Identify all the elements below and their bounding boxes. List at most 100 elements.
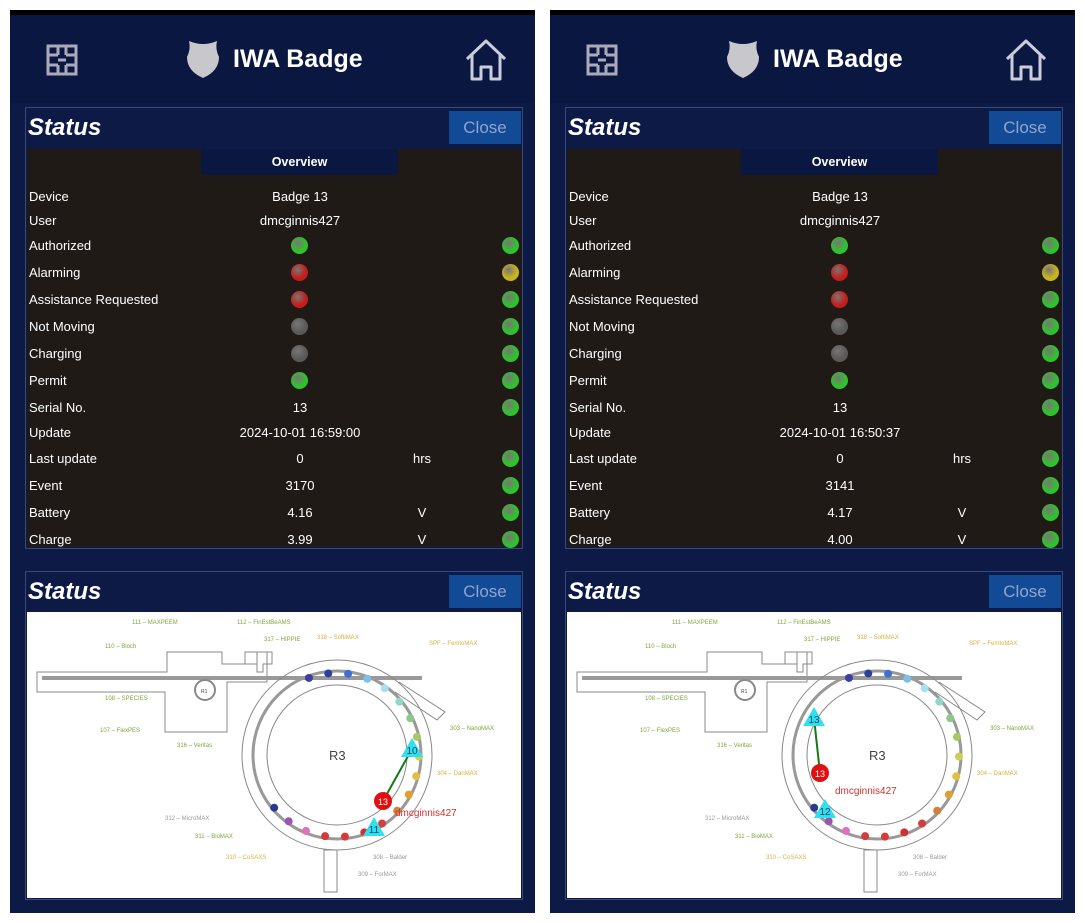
beamline-node[interactable] bbox=[954, 752, 963, 761]
beamline-node[interactable] bbox=[378, 819, 387, 828]
title-text: IWA Badge bbox=[773, 44, 903, 73]
beamline-node[interactable] bbox=[412, 732, 421, 741]
map-view[interactable]: 111 – MAXPEEM 112 – FinEstBeAMS 110 – Bloc… bbox=[27, 612, 521, 898]
facility-map[interactable]: 111 – MAXPEEM 112 – FinEstBeAMS 110 – Bloc… bbox=[567, 612, 1061, 898]
close-button[interactable]: Close bbox=[989, 111, 1061, 144]
close-button[interactable]: Close bbox=[449, 111, 521, 144]
status-indicator-green bbox=[1042, 318, 1059, 335]
badge-label: 13 bbox=[815, 769, 825, 779]
row-label: Charging bbox=[569, 346, 622, 361]
ring-label-r1: R1 bbox=[741, 689, 748, 695]
beamline-node[interactable] bbox=[284, 817, 293, 826]
anchor-label: 10 bbox=[406, 746, 418, 757]
beamline-node[interactable] bbox=[864, 669, 873, 678]
status-indicator-red bbox=[291, 264, 308, 281]
beamline-label: 312 – MicroMAX bbox=[705, 816, 749, 822]
anchor-marker[interactable]: 13 bbox=[803, 707, 825, 726]
status-indicator-green bbox=[831, 237, 848, 254]
beamline-node[interactable] bbox=[380, 684, 389, 693]
beamline-node[interactable] bbox=[340, 832, 349, 841]
map-card: Status Close 111 – MAXPEEM 112 – FinEstBe… bbox=[565, 571, 1063, 900]
beamline-node[interactable] bbox=[944, 790, 953, 799]
beamline-node[interactable] bbox=[903, 674, 912, 683]
beamline-node[interactable] bbox=[406, 714, 415, 723]
beamline-node[interactable] bbox=[935, 697, 944, 706]
status-indicator-green bbox=[1042, 237, 1059, 254]
row-value: 3170 bbox=[285, 478, 315, 493]
beamline-label: 311 – BioMAX bbox=[735, 834, 773, 840]
close-button[interactable]: Close bbox=[449, 575, 521, 608]
card-title: Status bbox=[568, 114, 642, 141]
status-indicator-gray bbox=[291, 345, 308, 362]
row-label: User bbox=[569, 213, 597, 228]
status-indicator-green bbox=[291, 237, 308, 254]
home-icon[interactable] bbox=[1003, 37, 1049, 83]
anchor-marker[interactable]: 12 bbox=[814, 799, 836, 818]
row-label: Alarming bbox=[29, 265, 81, 280]
card-title: Status bbox=[28, 578, 102, 605]
row-label: Update bbox=[29, 425, 71, 440]
beamline-node[interactable] bbox=[861, 832, 870, 841]
close-button[interactable]: Close bbox=[989, 575, 1061, 608]
anchor-marker[interactable]: 10 bbox=[401, 738, 423, 757]
beamline-node[interactable] bbox=[270, 803, 279, 812]
status-row: Event 3141 bbox=[567, 475, 1062, 497]
beamline-node[interactable] bbox=[321, 832, 330, 841]
beamline-label: 112 – FinEstBeAMS bbox=[237, 620, 291, 626]
beamline-node[interactable] bbox=[900, 828, 909, 837]
status-row: Battery 4.16 V bbox=[27, 502, 522, 524]
phone-screen: IWA Badge Status Close Overview Device B… bbox=[10, 10, 535, 913]
row-label: Battery bbox=[29, 505, 71, 520]
beamline-node[interactable] bbox=[824, 817, 833, 826]
status-indicator-green bbox=[1042, 291, 1059, 308]
beamline-node[interactable] bbox=[344, 669, 353, 678]
status-indicator-green bbox=[502, 291, 519, 308]
beamline-node[interactable] bbox=[933, 806, 942, 815]
status-bar bbox=[10, 10, 535, 15]
phone-screen: IWA Badge Status Close Overview Device B… bbox=[550, 10, 1075, 913]
row-label: Battery bbox=[569, 505, 611, 520]
status-row: User dmcginnis427 bbox=[27, 210, 522, 232]
beamline-node[interactable] bbox=[810, 803, 819, 812]
row-value: Badge 13 bbox=[272, 189, 328, 204]
beamline-node[interactable] bbox=[884, 669, 893, 678]
beamline-node[interactable] bbox=[412, 772, 421, 781]
beamline-node[interactable] bbox=[404, 790, 413, 799]
row-label: Permit bbox=[29, 373, 67, 388]
anchor-marker[interactable]: 11 bbox=[363, 817, 385, 836]
beamline-node[interactable] bbox=[841, 826, 850, 835]
tab-overview[interactable]: Overview bbox=[201, 149, 398, 175]
status-row: Last update 0 hrs bbox=[27, 448, 522, 470]
beamline-node[interactable] bbox=[395, 697, 404, 706]
status-table: Overview Device Badge 13 User dmcginnis4… bbox=[27, 149, 522, 548]
beamline-node[interactable] bbox=[920, 684, 929, 693]
beamline-node[interactable] bbox=[880, 832, 889, 841]
badge-marker[interactable]: 13 bbox=[374, 792, 392, 810]
beamline-node[interactable] bbox=[363, 674, 372, 683]
beamline-node[interactable] bbox=[301, 826, 310, 835]
maze-icon[interactable] bbox=[45, 43, 79, 77]
beamline-node[interactable] bbox=[304, 673, 313, 682]
status-indicator-green bbox=[291, 372, 308, 389]
home-icon[interactable] bbox=[463, 37, 509, 83]
beamline-node[interactable] bbox=[952, 732, 961, 741]
beamline-node[interactable] bbox=[393, 806, 402, 815]
facility-map[interactable]: 111 – MAXPEEM 112 – FinEstBeAMS 110 – Bloc… bbox=[27, 612, 521, 898]
beamline-label: 111 – MAXPEEM bbox=[672, 620, 718, 626]
row-label: Last update bbox=[29, 451, 97, 466]
status-indicator-green bbox=[502, 477, 519, 494]
beamline-node[interactable] bbox=[918, 819, 927, 828]
map-view[interactable]: 111 – MAXPEEM 112 – FinEstBeAMS 110 – Bloc… bbox=[567, 612, 1061, 898]
tab-overview[interactable]: Overview bbox=[741, 149, 938, 175]
maze-icon[interactable] bbox=[585, 43, 619, 77]
row-value: 4.17 bbox=[827, 505, 853, 520]
status-row: Charging bbox=[27, 343, 522, 365]
beamline-node[interactable] bbox=[952, 772, 961, 781]
beamline-node[interactable] bbox=[324, 669, 333, 678]
status-indicator-green bbox=[1042, 372, 1059, 389]
beamline-label: 310 – CoSAXS bbox=[766, 855, 806, 861]
beamline-label: 303 – NanoMAX bbox=[450, 726, 494, 732]
beamline-node[interactable] bbox=[946, 714, 955, 723]
badge-marker[interactable]: 13 bbox=[811, 764, 829, 782]
beamline-node[interactable] bbox=[844, 673, 853, 682]
